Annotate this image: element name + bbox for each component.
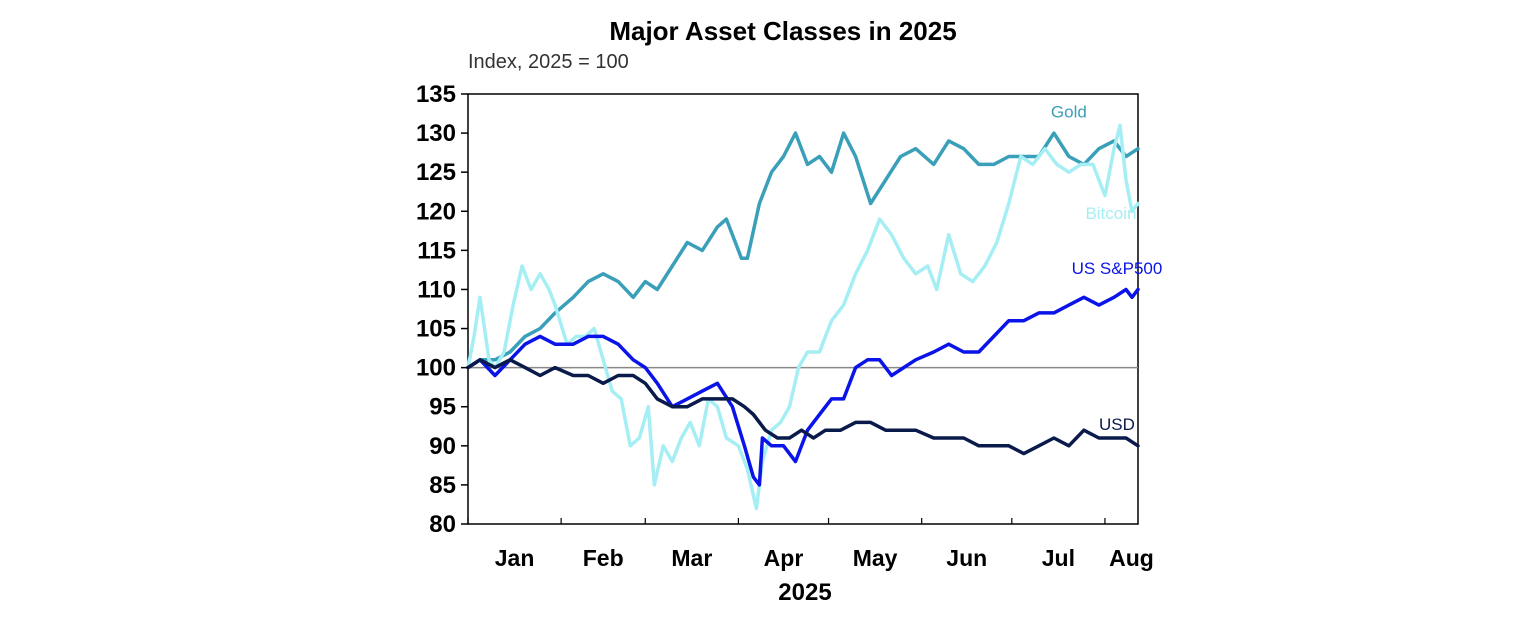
series-line-bitcoin xyxy=(466,123,1140,511)
x-axis-label: 2025 xyxy=(778,579,831,606)
y-axis: 80 85 90 95 100 105 110 115 120 125 130 135 xyxy=(416,81,468,538)
x-tick-label: Feb xyxy=(583,545,624,571)
series-label-us-s-p500: US S&P500 xyxy=(1072,259,1163,278)
y-tick-label: 135 xyxy=(416,81,456,108)
x-tick-label: Mar xyxy=(671,545,712,571)
y-tick-label: 125 xyxy=(416,159,456,186)
y-tick-label: 105 xyxy=(416,316,456,343)
x-tick-label: Aug xyxy=(1109,545,1154,571)
plot-frame xyxy=(467,93,1139,525)
series-line-usd xyxy=(466,358,1140,456)
x-tick-label: Jul xyxy=(1042,545,1075,571)
series-label-bitcoin: Bitcoin xyxy=(1085,204,1136,223)
x-tick-label: Apr xyxy=(764,545,804,571)
x-axis: Jan Feb Mar Apr May Jun Jul Aug xyxy=(467,518,1154,571)
x-tick-label: Jun xyxy=(946,545,987,571)
series-labels: Gold Bitcoin US S&P500 USD xyxy=(1051,102,1162,434)
series-lines xyxy=(466,123,1140,511)
series-line-us-s-p500 xyxy=(466,287,1140,487)
plot-area xyxy=(467,93,1139,525)
y-tick-label: 110 xyxy=(417,276,456,303)
chart-subtitle: Index, 2025 = 100 xyxy=(468,51,629,73)
x-tick-label: Jan xyxy=(495,545,535,571)
y-tick-label: 120 xyxy=(416,198,456,225)
y-tick-label: 90 xyxy=(429,433,456,460)
y-tick-label: 85 xyxy=(429,472,456,499)
x-tick-label: May xyxy=(853,545,898,571)
series-label-usd: USD xyxy=(1099,415,1135,434)
series-label-gold: Gold xyxy=(1051,102,1087,121)
y-tick-label: 115 xyxy=(417,237,456,264)
y-tick-label: 80 xyxy=(429,511,456,538)
chart-title: Major Asset Classes in 2025 xyxy=(609,16,956,46)
y-tick-label: 130 xyxy=(416,120,456,147)
series-line-gold xyxy=(466,131,1140,370)
y-tick-label: 95 xyxy=(429,394,456,421)
y-tick-label: 100 xyxy=(416,355,456,382)
